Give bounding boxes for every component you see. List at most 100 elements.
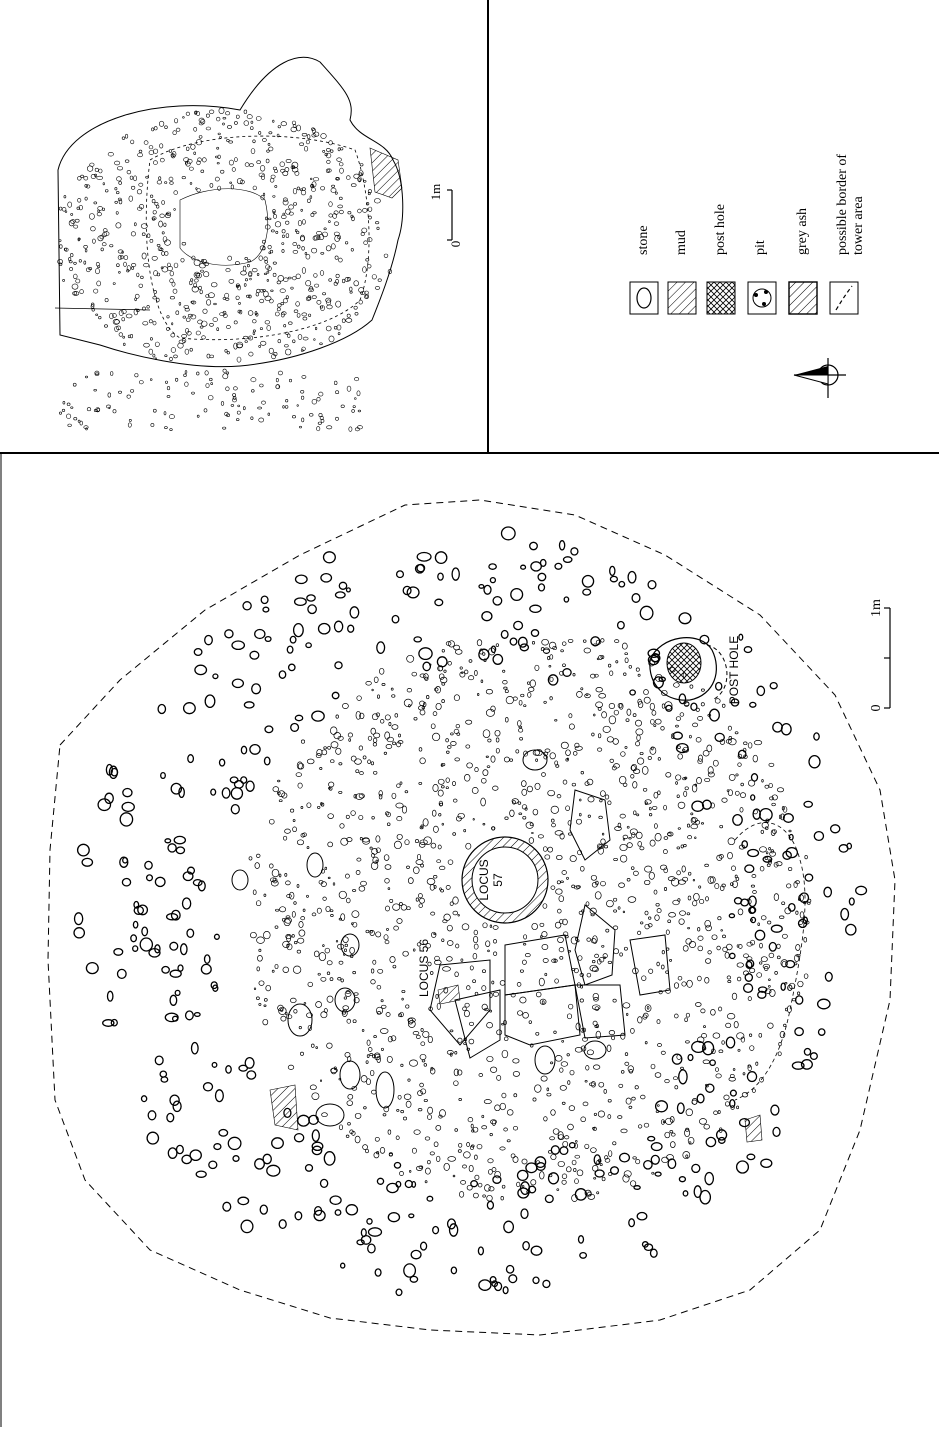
stone-mark <box>512 1156 519 1163</box>
stone-mark <box>161 231 165 235</box>
stone-mark <box>394 713 399 718</box>
stone-mark <box>627 896 637 903</box>
stone-mark <box>342 936 349 943</box>
stone-mark <box>288 321 293 325</box>
stone-mark <box>419 757 426 765</box>
stone-mark <box>263 1004 267 1007</box>
stone-mark <box>741 1092 749 1098</box>
stone-mark <box>331 691 340 700</box>
stone-mark <box>267 142 271 146</box>
stone-mark <box>622 1174 630 1183</box>
stone-mark <box>748 779 756 787</box>
stone-mark <box>313 338 316 341</box>
stone-mark <box>396 816 403 822</box>
stone-mark <box>264 320 270 325</box>
stone-mark <box>98 316 102 320</box>
stone-mark <box>653 791 659 799</box>
stone-mark <box>537 572 547 582</box>
stone-mark <box>335 390 340 395</box>
stone-mark <box>728 1076 736 1082</box>
stone-mark <box>211 282 218 288</box>
stone-mark <box>503 1127 508 1132</box>
stone-mark <box>648 916 652 920</box>
stone-mark <box>161 965 170 974</box>
stone-mark <box>69 253 74 258</box>
stone-mark <box>326 1042 333 1049</box>
stone-mark <box>410 1249 422 1260</box>
stone-mark <box>455 943 460 949</box>
stone-mark <box>576 691 583 698</box>
stone-mark <box>749 906 757 914</box>
stone-mark <box>439 1109 446 1118</box>
stone-mark <box>719 885 725 891</box>
stone-mark <box>579 812 582 817</box>
stone-mark <box>270 174 276 179</box>
stone-mark <box>648 659 655 667</box>
stone-mark <box>691 800 705 812</box>
stone-mark <box>619 813 626 819</box>
stone-mark <box>70 219 76 224</box>
legend-pit: pit <box>747 240 777 315</box>
stone-mark <box>195 330 201 336</box>
stone-mark <box>608 715 617 725</box>
stone-mark <box>697 716 704 721</box>
stone-mark <box>140 275 144 280</box>
stone-mark <box>611 1035 616 1041</box>
stone-mark <box>631 1096 636 1101</box>
stone-mark <box>90 304 95 309</box>
stone-mark <box>183 305 190 309</box>
stone-mark <box>391 792 397 799</box>
stone-mark <box>190 300 195 304</box>
stone-mark <box>209 354 214 359</box>
stone-mark <box>697 1036 705 1044</box>
stone-mark <box>118 390 122 394</box>
stone-mark <box>603 1089 607 1094</box>
stone-mark <box>358 178 361 182</box>
stone-mark <box>598 1081 605 1088</box>
stone-mark <box>785 846 799 859</box>
stone-mark <box>380 999 384 1003</box>
stone-mark <box>382 1113 387 1117</box>
stone-mark <box>657 790 661 795</box>
stone-mark <box>338 1124 344 1131</box>
stone-mark <box>366 202 370 206</box>
stone-mark <box>159 1070 168 1078</box>
stone-mark <box>184 1010 194 1021</box>
stone-mark <box>402 950 409 957</box>
stone-mark <box>609 670 614 676</box>
stone-mark <box>178 339 186 344</box>
stone-mark <box>485 689 493 695</box>
stone-mark <box>301 133 308 137</box>
post-hole-label: POST HOLE <box>727 636 741 704</box>
stone-mark <box>321 749 328 756</box>
stone-mark <box>630 1028 635 1034</box>
stone-mark <box>306 1012 313 1018</box>
stone-mark <box>479 648 484 655</box>
stone-mark <box>641 1241 649 1248</box>
stone-mark <box>95 313 99 316</box>
stone-mark <box>440 676 448 684</box>
stone-mark <box>189 166 194 171</box>
stone-mark <box>118 181 122 185</box>
stone-mark <box>487 949 490 953</box>
stone-mark <box>590 938 597 944</box>
stone-mark <box>452 832 457 836</box>
stone-mark <box>547 846 554 853</box>
stone-mark <box>580 1027 585 1033</box>
stone-mark <box>85 961 99 975</box>
stone-mark <box>432 732 441 742</box>
stone-mark <box>521 804 528 810</box>
stone-mark <box>130 934 138 943</box>
stone-mark <box>520 564 527 570</box>
stone-mark <box>334 191 338 195</box>
stone-mark <box>687 895 692 901</box>
stone-mark <box>746 1071 758 1083</box>
stone-mark <box>522 815 527 820</box>
stone-mark <box>418 841 426 848</box>
stone-mark <box>466 1142 471 1147</box>
stone-mark <box>728 773 736 781</box>
stone-mark <box>504 816 509 820</box>
stone-mark <box>655 1110 660 1113</box>
stone-mark <box>306 594 316 602</box>
stone-mark <box>482 1194 486 1198</box>
